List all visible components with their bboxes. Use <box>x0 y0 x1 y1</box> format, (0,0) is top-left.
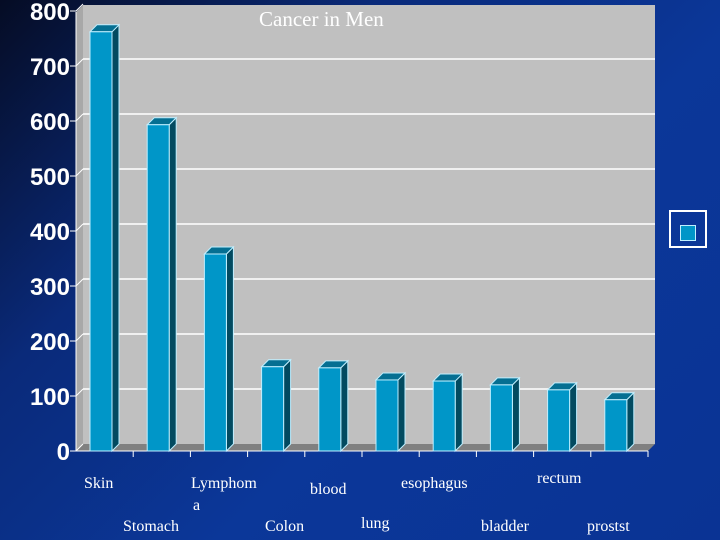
bar-stomach <box>146 124 170 452</box>
y-tick-label: 700 <box>30 54 70 81</box>
bar-blood <box>318 367 342 452</box>
bar-side <box>225 245 234 453</box>
y-tick-label: 500 <box>30 164 70 191</box>
x-tick-label: lung <box>361 515 390 532</box>
gridline-side <box>75 333 84 342</box>
x-tick-label: esophagus <box>401 475 468 492</box>
bar-skin <box>89 31 113 452</box>
bar-side <box>397 371 406 453</box>
bar-lymphoma <box>203 253 227 452</box>
gridline-side <box>75 168 84 177</box>
y-tick-label: 600 <box>30 109 70 136</box>
y-tick-label: 800 <box>30 0 70 26</box>
x-tick-label: prostst <box>587 518 630 535</box>
gridline-side <box>75 3 84 12</box>
gridline-side <box>75 388 84 397</box>
x-tick-label: Lymphom <box>191 475 257 492</box>
x-tick-label: bladder <box>481 518 529 535</box>
bar-side <box>511 376 520 453</box>
bar-side <box>340 359 349 453</box>
x-tick-label: Colon <box>265 518 305 535</box>
x-tick-label: rectum <box>537 470 582 487</box>
legend <box>669 210 707 248</box>
bar-rectum <box>547 389 571 452</box>
bar-side <box>111 23 120 453</box>
bar-side <box>569 381 578 453</box>
gridline-side <box>75 223 84 232</box>
x-tick-label: blood <box>310 481 347 498</box>
bar-esophagus <box>432 380 456 452</box>
gridline-side <box>75 58 84 67</box>
y-tick-label: 0 <box>57 439 70 466</box>
bar-prostst <box>604 399 628 452</box>
gridline-side <box>75 113 84 122</box>
chart-title: Cancer in Men <box>259 7 384 31</box>
bar-colon <box>261 366 285 452</box>
bar-side <box>168 116 177 453</box>
y-tick-label: 100 <box>30 384 70 411</box>
x-tick-label: Stomach <box>123 518 179 535</box>
gridline-side <box>75 278 84 287</box>
y-tick-label: 400 <box>30 219 70 246</box>
bar-side <box>626 391 635 453</box>
y-tick-label: 200 <box>30 329 70 356</box>
x-tick-label: Skin <box>84 475 114 492</box>
bar-side <box>283 358 292 453</box>
bar-lung <box>375 379 399 452</box>
legend-swatch <box>680 225 696 241</box>
bar-side <box>454 372 463 453</box>
x-tick-label: a <box>193 497 201 514</box>
y-tick-label: 300 <box>30 274 70 301</box>
bar-bladder <box>489 384 513 452</box>
gridline-side <box>75 443 84 452</box>
